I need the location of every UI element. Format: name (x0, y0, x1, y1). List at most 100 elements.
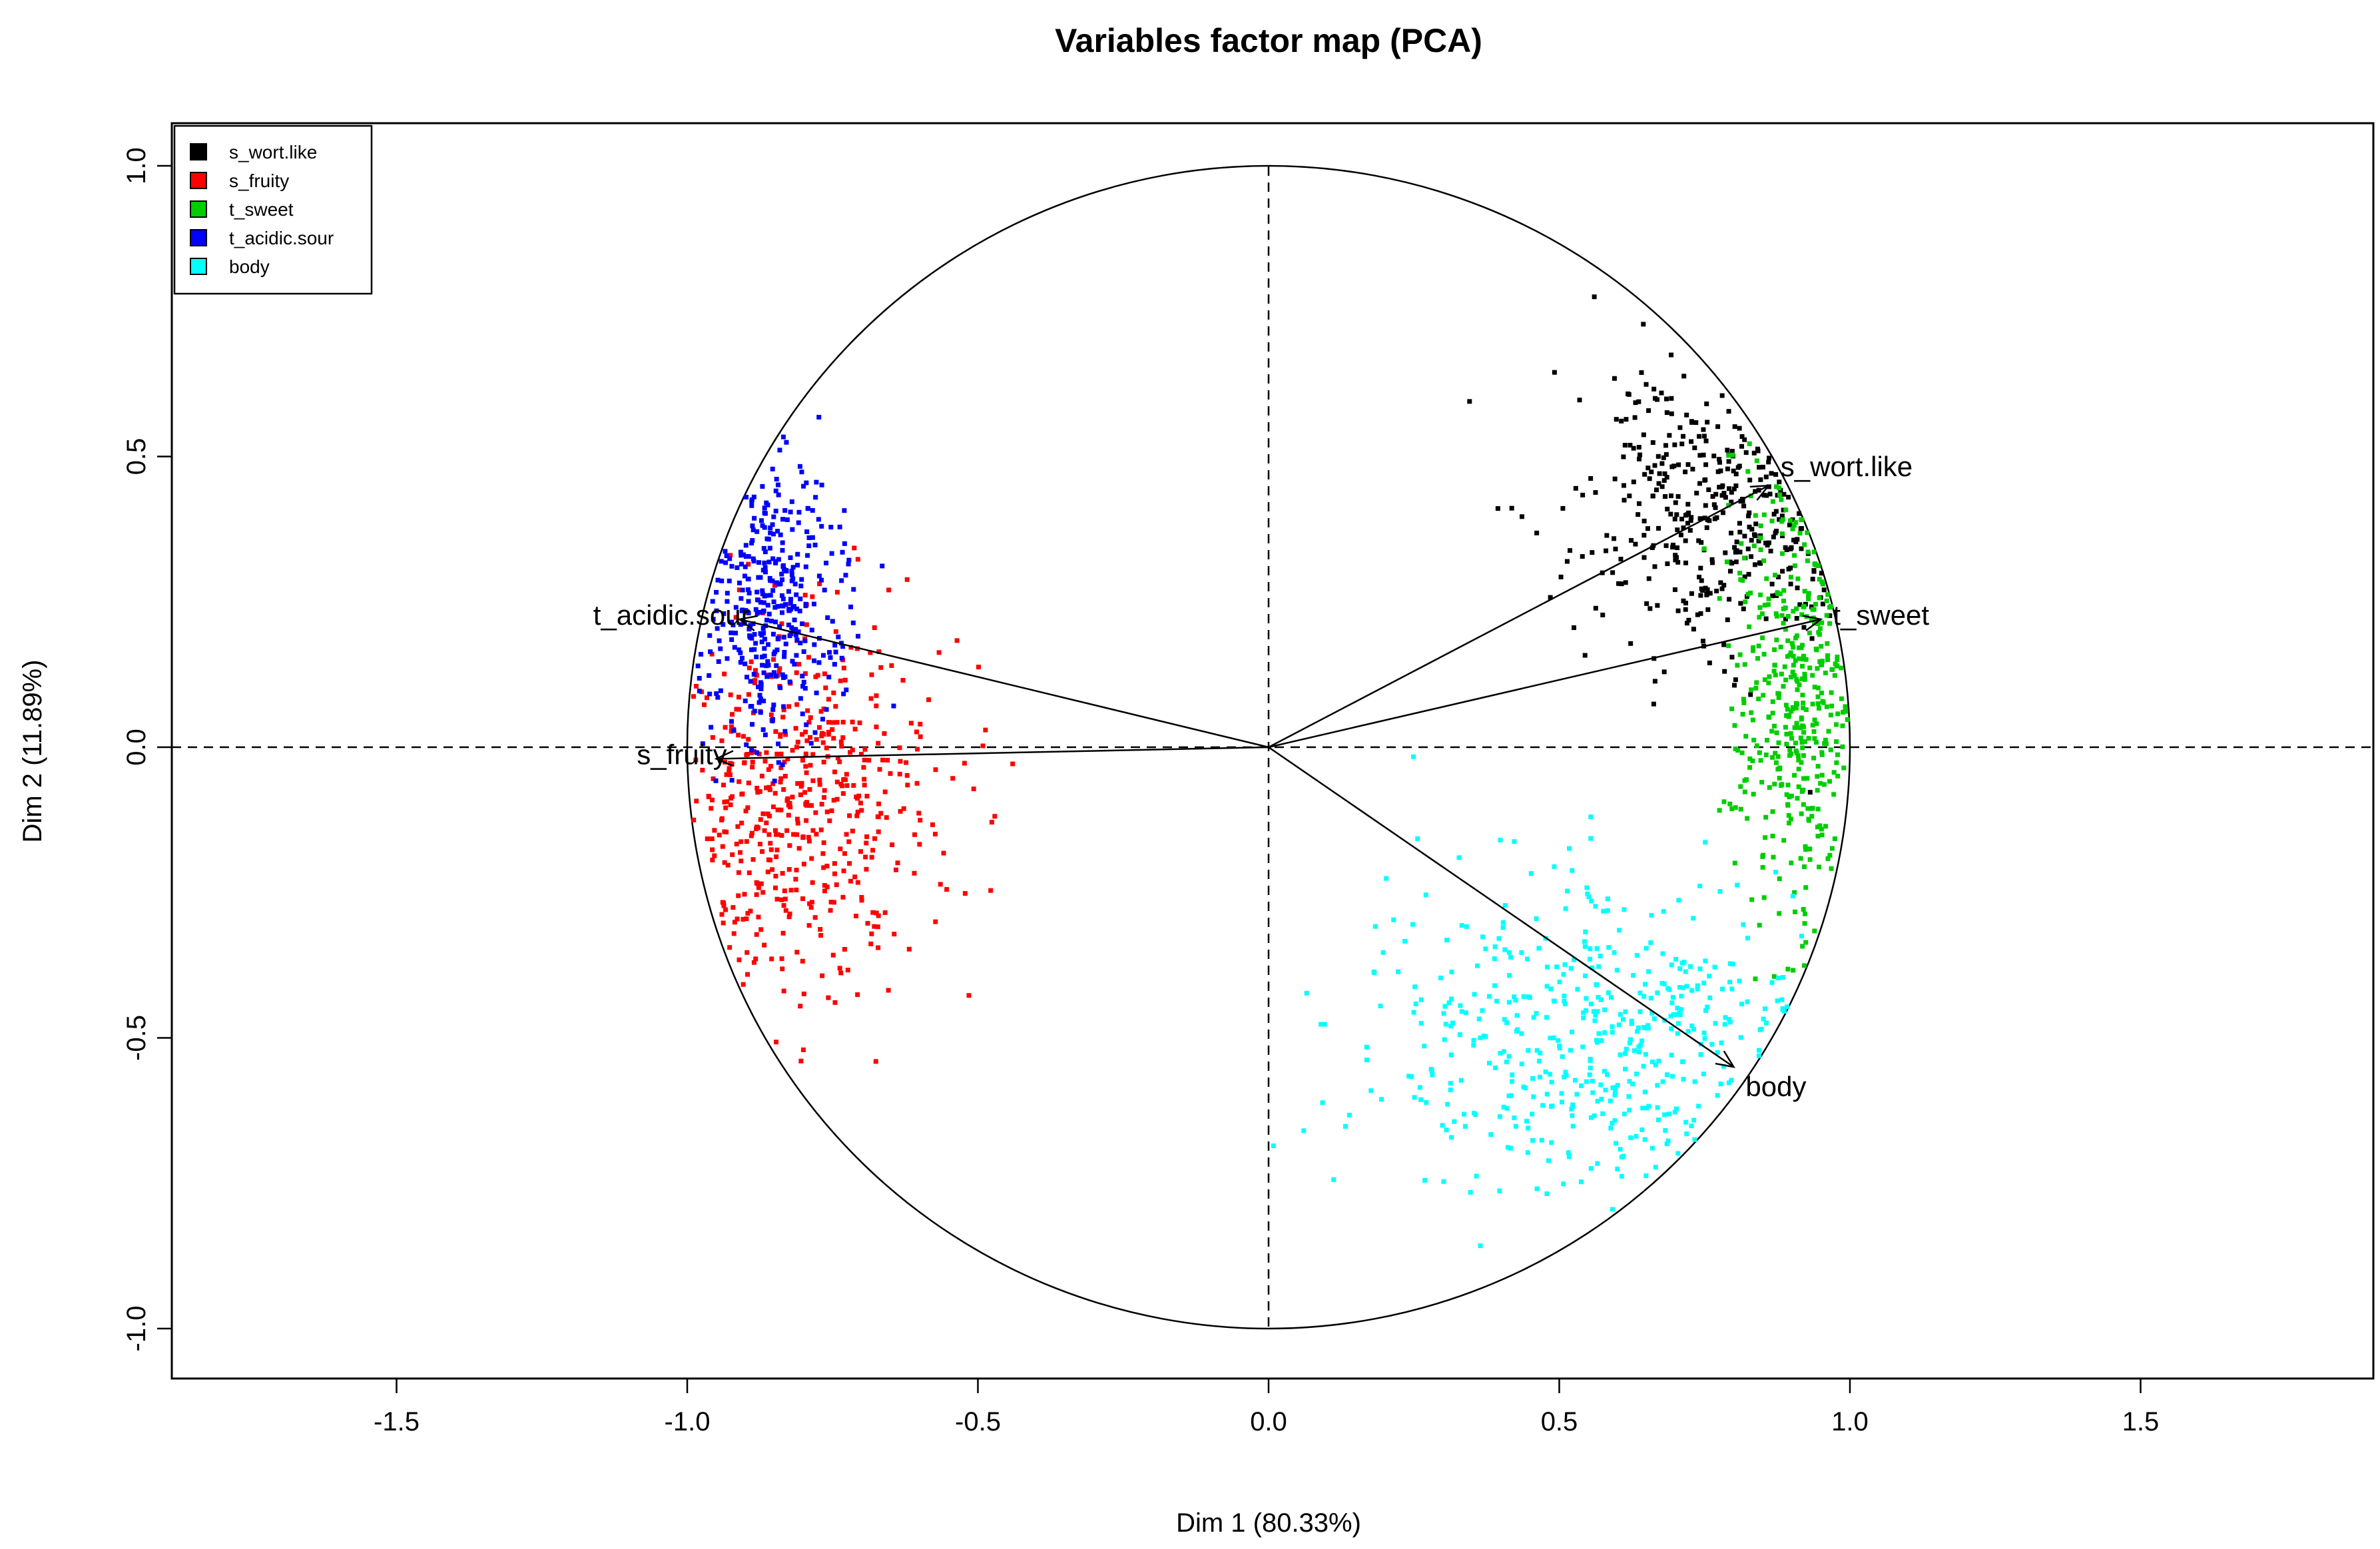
data-point (792, 661, 797, 667)
y-axis: -1.0-0.50.00.51.0 (122, 147, 172, 1351)
data-point (1508, 1145, 1513, 1151)
data-point (1672, 442, 1677, 448)
data-point (1802, 671, 1807, 677)
data-point (1729, 530, 1734, 535)
data-point (752, 678, 758, 683)
data-point (819, 482, 824, 487)
data-point (780, 672, 785, 677)
data-point (917, 842, 922, 847)
data-point (1792, 725, 1797, 731)
data-point (900, 677, 906, 683)
data-point (755, 790, 760, 795)
data-point (779, 610, 784, 615)
data-point (778, 779, 783, 784)
data-point (1828, 747, 1833, 753)
data-point (1612, 1118, 1618, 1123)
data-point (773, 619, 778, 625)
data-point (1759, 1026, 1764, 1032)
data-point (1639, 1038, 1645, 1044)
data-point (721, 920, 726, 926)
data-point (1823, 737, 1828, 743)
data-point (1662, 1112, 1667, 1117)
data-point (1690, 466, 1695, 471)
data-point (1488, 1132, 1494, 1137)
data-point (1697, 434, 1702, 439)
data-point (1692, 445, 1697, 450)
data-point (821, 707, 826, 712)
data-point (1627, 1107, 1632, 1113)
data-point (1649, 1145, 1655, 1151)
data-point (1739, 1002, 1745, 1007)
data-point (817, 782, 822, 787)
data-point (738, 850, 743, 855)
data-point (749, 747, 754, 753)
data-point (1588, 1058, 1593, 1063)
data-point (1779, 997, 1785, 1002)
data-point (1795, 796, 1800, 801)
data-point (1781, 606, 1786, 611)
data-point (1835, 752, 1841, 757)
data-point (1784, 741, 1789, 747)
data-point (1743, 599, 1748, 605)
data-point (1418, 1097, 1424, 1102)
data-point (836, 634, 841, 639)
data-point (754, 529, 760, 534)
data-point (740, 791, 745, 796)
data-point (812, 730, 818, 735)
data-point (1580, 1044, 1586, 1050)
data-point (742, 760, 747, 765)
data-point (742, 573, 747, 579)
data-point (802, 638, 808, 643)
data-point (1703, 840, 1708, 845)
data-point (754, 589, 760, 595)
data-point (793, 726, 798, 731)
data-point (1674, 1106, 1679, 1111)
data-point (1770, 593, 1775, 599)
data-point (1747, 510, 1752, 515)
data-point (1668, 511, 1673, 517)
data-point (1705, 587, 1710, 592)
data-point (1444, 1127, 1449, 1133)
data-point (1368, 1088, 1374, 1093)
data-point (1346, 1112, 1352, 1117)
data-point (1779, 783, 1784, 788)
data-point (1438, 975, 1443, 980)
data-point (1815, 824, 1820, 830)
data-point (830, 952, 836, 958)
data-point (1612, 376, 1617, 381)
data-point (779, 833, 784, 838)
data-point (814, 691, 819, 696)
data-point (1610, 1085, 1616, 1090)
data-point (764, 674, 770, 679)
data-point (756, 684, 761, 689)
data-point (1701, 980, 1707, 986)
data-point (1799, 811, 1804, 816)
data-point (1802, 589, 1807, 594)
data-point (814, 832, 819, 837)
data-point (1410, 922, 1416, 927)
y-tick-label: 0.0 (122, 729, 151, 766)
data-point (1593, 605, 1598, 611)
data-point (741, 552, 746, 557)
data-point (1768, 548, 1773, 553)
data-point (1588, 1066, 1593, 1071)
data-point (908, 721, 914, 726)
data-point (813, 810, 818, 815)
data-point (1671, 1012, 1676, 1017)
data-point (869, 854, 874, 860)
data-point (1563, 1070, 1568, 1075)
data-point (795, 820, 800, 826)
variable-vectors: s_wort.liket_sweett_acidic.sours_fruityb… (593, 451, 1930, 1102)
data-point (753, 607, 758, 612)
data-point (1777, 479, 1782, 485)
data-point (1801, 963, 1807, 968)
data-point (714, 691, 719, 697)
data-point (1661, 455, 1666, 460)
data-point (741, 916, 746, 922)
data-point (878, 810, 884, 816)
data-point (869, 931, 874, 936)
data-point (1521, 994, 1526, 1000)
data-point (737, 647, 742, 653)
data-point (732, 920, 737, 925)
data-point (1749, 527, 1755, 532)
